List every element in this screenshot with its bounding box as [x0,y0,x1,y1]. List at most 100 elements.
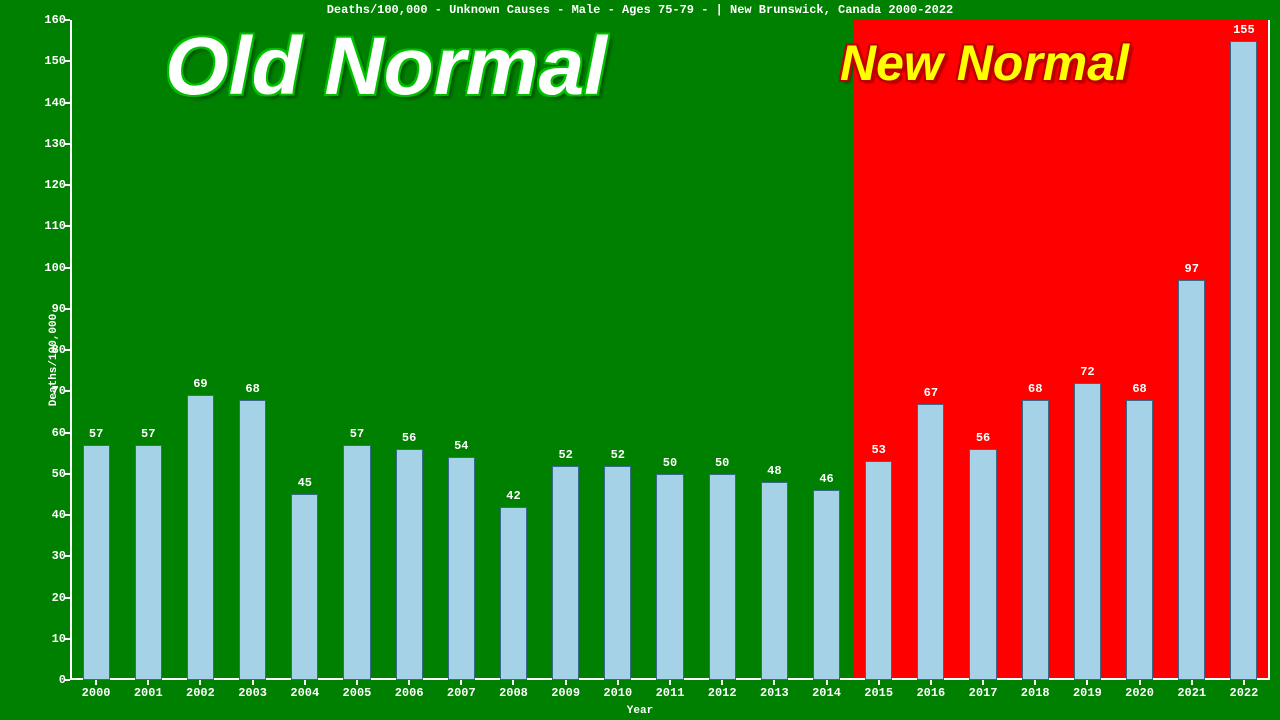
x-tick-mark [617,680,619,685]
x-tick-mark [1086,680,1088,685]
bar [187,395,214,680]
x-tick-mark [95,680,97,685]
x-tick-label: 2012 [708,686,737,700]
y-tick-label: 100 [26,261,66,275]
x-tick-label: 2019 [1073,686,1102,700]
x-tick-label: 2007 [447,686,476,700]
bar [1126,400,1153,681]
bar-value-label: 57 [89,427,103,441]
annotation-old-normal: Old Normal [165,20,607,114]
bar [917,404,944,680]
bar-value-label: 50 [715,456,729,470]
x-tick-label: 2011 [656,686,685,700]
bar-value-label: 48 [767,464,781,478]
bar [709,474,736,680]
new-normal-zone [853,20,1270,680]
bar-value-label: 45 [298,476,312,490]
x-tick-mark [565,680,567,685]
x-tick-label: 2008 [499,686,528,700]
y-tick-label: 0 [26,673,66,687]
bar [135,445,162,680]
x-tick-mark [1034,680,1036,685]
y-tick-label: 90 [26,302,66,316]
y-tick-label: 150 [26,54,66,68]
bar-value-label: 68 [1132,382,1146,396]
bar [813,490,840,680]
x-axis-title: Year [0,705,1280,717]
x-tick-label: 2015 [864,686,893,700]
bar-value-label: 57 [350,427,364,441]
x-tick-mark [826,680,828,685]
x-tick-mark [878,680,880,685]
bar-value-label: 72 [1080,365,1094,379]
bar-value-label: 97 [1185,262,1199,276]
x-tick-mark [199,680,201,685]
x-tick-mark [773,680,775,685]
bar-value-label: 68 [1028,382,1042,396]
x-tick-mark [1243,680,1245,685]
y-tick-label: 110 [26,219,66,233]
bar [865,461,892,680]
x-tick-mark [930,680,932,685]
x-tick-label: 2005 [343,686,372,700]
x-tick-mark [460,680,462,685]
bar-value-label: 42 [506,489,520,503]
bar-value-label: 56 [402,431,416,445]
bar [656,474,683,680]
x-tick-label: 2022 [1230,686,1259,700]
y-tick-label: 70 [26,384,66,398]
right-axis-line [1268,20,1270,680]
chart-title: Deaths/100,000 - Unknown Causes - Male -… [0,3,1280,17]
x-tick-label: 2018 [1021,686,1050,700]
x-tick-label: 2010 [603,686,632,700]
x-tick-label: 2014 [812,686,841,700]
bar [448,457,475,680]
bar [761,482,788,680]
x-tick-label: 2013 [760,686,789,700]
bar [1022,400,1049,681]
x-tick-mark [982,680,984,685]
x-tick-mark [1139,680,1141,685]
bar [552,466,579,681]
bar-value-label: 57 [141,427,155,441]
y-tick-label: 30 [26,549,66,563]
y-tick-label: 40 [26,508,66,522]
bar [239,400,266,681]
bar [396,449,423,680]
x-tick-label: 2016 [916,686,945,700]
x-tick-label: 2006 [395,686,424,700]
bar-value-label: 52 [558,448,572,462]
y-tick-label: 140 [26,96,66,110]
bar-value-label: 68 [245,382,259,396]
x-tick-label: 2021 [1177,686,1206,700]
y-tick-label: 20 [26,591,66,605]
y-axis-line [70,20,72,680]
bar-value-label: 56 [976,431,990,445]
x-tick-mark [147,680,149,685]
y-tick-label: 80 [26,343,66,357]
x-tick-mark [356,680,358,685]
x-tick-label: 2002 [186,686,215,700]
bar-value-label: 52 [611,448,625,462]
bar-value-label: 46 [819,472,833,486]
x-tick-label: 2001 [134,686,163,700]
bar-value-label: 67 [924,386,938,400]
bar [83,445,110,680]
y-tick-label: 120 [26,178,66,192]
bar [500,507,527,680]
bar [1178,280,1205,680]
x-tick-mark [721,680,723,685]
bar-value-label: 155 [1233,23,1255,37]
bar-value-label: 53 [871,443,885,457]
bar [969,449,996,680]
bar-value-label: 69 [193,377,207,391]
y-tick-label: 10 [26,632,66,646]
bar [1074,383,1101,680]
x-tick-mark [669,680,671,685]
x-tick-label: 2009 [551,686,580,700]
bar [604,466,631,681]
x-tick-mark [252,680,254,685]
annotation-new-normal: New Normal [840,34,1129,92]
y-tick-label: 50 [26,467,66,481]
x-tick-mark [512,680,514,685]
